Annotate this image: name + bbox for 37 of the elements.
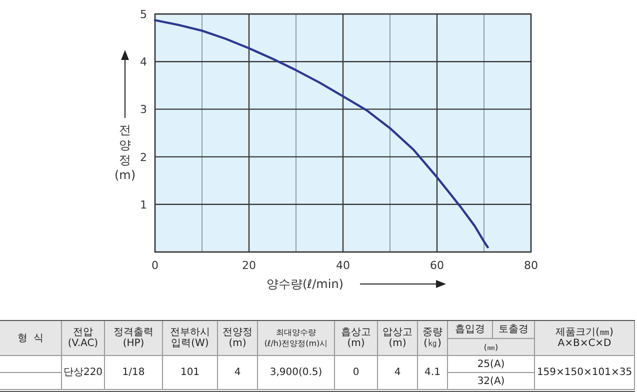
text: 전부하시 입력(W) — [163, 321, 218, 356]
y-axis-title: 전양정(m) — [114, 123, 136, 182]
text: 제품크기(㎜) A×B×C×D — [535, 321, 635, 356]
x-tick-label: 40 — [336, 259, 350, 272]
text: 토출경 — [493, 321, 535, 339]
text: 흡입경 — [448, 321, 493, 339]
y-tick-label: 3 — [140, 103, 147, 116]
text: 3,900(0.5) — [258, 356, 335, 390]
text: 최대양수량 (ℓ/h)전양정(m)시 — [258, 321, 335, 356]
text: 25(A) — [448, 356, 535, 373]
x-tick-label: 80 — [524, 259, 538, 272]
x-tick-label: 20 — [242, 259, 256, 272]
text: 0 — [335, 356, 378, 390]
line-series — [154, 19, 489, 248]
text: 형 식 — [0, 321, 62, 356]
text: 1/18 — [105, 356, 163, 390]
text: 4 — [218, 356, 258, 390]
text: 101 — [163, 356, 218, 390]
y-tick-label: 2 — [140, 150, 147, 164]
x-tick-label: 60 — [430, 259, 444, 272]
text: 전양정 (m) — [218, 321, 258, 356]
text: 중량 (㎏) — [418, 321, 448, 356]
text: 정격출력 (HP) — [105, 321, 163, 356]
y-tick-label: 5 — [140, 8, 147, 21]
y-tick-label: 4 — [140, 56, 147, 69]
text: 단상220 — [62, 356, 105, 390]
text: (㎜) — [448, 339, 535, 356]
y-tick-label: 1 — [140, 198, 147, 212]
text: 흡상고 (m) — [335, 321, 378, 356]
x-tick-label: 0 — [152, 259, 158, 272]
text: 32(A) — [448, 373, 535, 390]
text: 4 — [378, 356, 418, 390]
text: 4.1 — [418, 356, 448, 390]
text: 압상고 (m) — [378, 321, 418, 356]
x-axis-title: 양수량(ℓ/min) — [266, 277, 344, 291]
text: 159×150×101×35 — [535, 356, 635, 390]
text: 전압 (V.AC) — [62, 321, 105, 356]
